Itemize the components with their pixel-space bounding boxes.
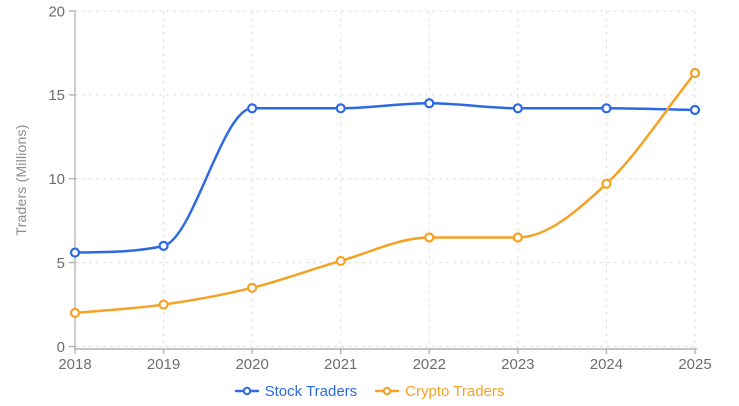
data-point-crypto-traders[interactable] [512,232,523,243]
y-tick-label: 15 [48,87,65,104]
data-point-crypto-traders[interactable] [601,178,612,189]
data-point-crypto-traders[interactable] [158,299,169,310]
data-point-stock-traders[interactable] [69,247,81,258]
y-tick-label: 5 [57,255,65,272]
data-point-stock-traders[interactable] [512,103,523,114]
series-line-stock-traders [73,102,697,254]
data-point-stock-traders[interactable] [601,103,612,114]
x-tick-label: 2025 [678,356,711,373]
data-point-crypto-traders[interactable] [335,255,346,267]
data-point-stock-traders[interactable] [335,103,346,114]
x-tick-label: 2023 [501,356,534,373]
data-point-crypto-traders[interactable] [689,67,701,79]
x-tick-label: 2021 [324,356,357,373]
legend: Stock Traders Crypto Traders [0,376,739,406]
y-tick-label: 0 [57,339,65,356]
data-point-crypto-traders[interactable] [424,232,435,243]
x-tick-label: 2020 [235,356,268,373]
data-point-crypto-traders[interactable] [247,282,258,293]
legend-label-stock-traders: Stock Traders [264,382,358,400]
data-point-stock-traders[interactable] [158,240,169,251]
y-tick-label: 10 [48,171,65,188]
x-tick-label: 2024 [590,356,623,373]
legend-item-stock-traders[interactable]: Stock Traders [234,382,358,400]
x-tick-label: 2022 [413,356,446,373]
data-point-stock-traders[interactable] [424,98,435,109]
x-tick-label: 2018 [58,356,91,373]
line-marker-icon [375,386,400,396]
line-chart-svg: 0 5 10 15 20 2018 2019 2020 2021 2022 2023 2024 2025 [48,3,711,373]
data-point-stock-traders[interactable] [247,103,258,114]
y-tick-label: 20 [48,3,65,20]
legend-label-crypto-traders: Crypto Traders [405,382,505,400]
legend-item-crypto-traders[interactable]: Crypto Traders [375,383,504,400]
data-point-crypto-traders[interactable] [69,307,81,319]
data-point-stock-traders[interactable] [689,104,701,116]
line-marker-icon [234,386,259,396]
x-tick-label: 2019 [147,356,180,373]
